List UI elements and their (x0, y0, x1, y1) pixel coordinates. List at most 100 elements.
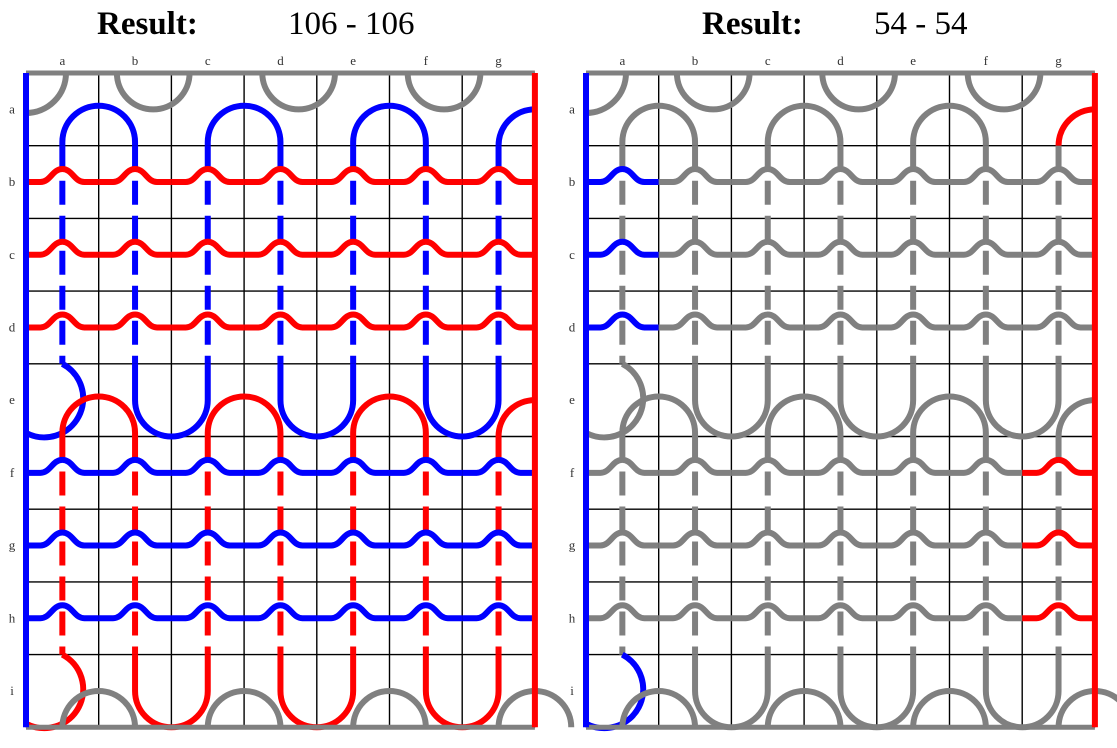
top-edge-arc (259, 72, 338, 113)
top-edge-arc (113, 72, 193, 113)
wave-segment-upper (462, 166, 535, 186)
wave-segment-upper (731, 166, 805, 186)
wave-segment-upper (949, 311, 1023, 331)
lower-arch (764, 393, 844, 437)
wave-segment-upper (804, 238, 877, 258)
column-label: d (277, 53, 284, 68)
bottom-edge-arc (619, 688, 699, 728)
arc-e-right (495, 397, 536, 437)
wave-segment-lower (98, 602, 172, 622)
wave-segment-lower (98, 456, 172, 476)
wave-segment-upper (389, 166, 463, 186)
row-label: f (10, 465, 15, 480)
wave-segment-upper (658, 311, 732, 331)
column-label: g (495, 53, 502, 68)
row-label: d (569, 319, 576, 334)
wave-segment-lower (171, 602, 245, 622)
wave-segment-upper (171, 166, 245, 186)
upper-u-loop (132, 363, 211, 440)
wave-segment-upper (389, 238, 463, 258)
wave-segment-lower (171, 456, 245, 476)
wave-segment-upper (804, 311, 877, 331)
upper-u-loop (982, 363, 1062, 440)
wave-segment-lower (586, 456, 659, 476)
bottom-edge-arc (59, 688, 139, 728)
column-label: f (984, 53, 989, 68)
wave-segment-lower (586, 529, 659, 549)
wave-segment-upper (586, 311, 659, 331)
game-board-left[interactable]: a b c d e f g a b c d e f g h i (0, 46, 575, 746)
row-label: e (569, 392, 575, 407)
wave-segment-upper (171, 311, 245, 331)
wave-segment-lower (658, 529, 732, 549)
wave-segment-upper (316, 311, 390, 331)
upper-u-loop (277, 363, 357, 440)
wave-segment-upper (98, 238, 172, 258)
row-label: g (9, 538, 16, 553)
wave-segment-upper (658, 166, 732, 186)
wave-segment-lower (1022, 456, 1095, 476)
row-label: h (9, 610, 16, 625)
column-label: c (205, 53, 211, 68)
lower-arch (59, 393, 139, 437)
row-label: a (569, 101, 575, 116)
column-label: b (132, 53, 139, 68)
row-label: a (9, 101, 15, 116)
wave-segment-lower (949, 456, 1023, 476)
upper-arch (204, 102, 284, 146)
top-edge-arc (673, 72, 753, 113)
wave-segment-lower (98, 529, 172, 549)
score-left: 106 - 106 (288, 6, 415, 42)
wave-segment-lower (1022, 529, 1095, 549)
top-edge-arc (819, 72, 898, 113)
row-label: d (9, 319, 16, 334)
column-label: c (765, 53, 771, 68)
arc-a-right (1055, 106, 1096, 146)
wave-segment-upper (26, 238, 99, 258)
wave-segment-upper (876, 166, 950, 186)
wave-segment-lower (804, 602, 877, 622)
column-label: e (910, 53, 916, 68)
arc-e-right (1055, 397, 1096, 437)
lower-arch (204, 393, 284, 437)
result-label-right: Result: (702, 0, 803, 48)
corner-arc-top-left (25, 72, 69, 116)
wave-segment-upper (804, 166, 877, 186)
upper-arch (619, 102, 699, 146)
arc-e-left (584, 361, 647, 441)
board-content: a b c d e f g a b c d e f g h i (9, 53, 575, 732)
row-label: b (9, 174, 16, 189)
wave-segment-lower (731, 456, 805, 476)
wave-segment-upper (462, 311, 535, 331)
game-board-right[interactable]: a b c d e f g a b c d e f g h i (560, 46, 1117, 746)
wave-segment-upper (658, 238, 732, 258)
wave-segment-upper (244, 311, 317, 331)
row-label: f (570, 465, 575, 480)
wave-segment-upper (876, 311, 950, 331)
result-label-text: Result: (702, 6, 803, 42)
row-label: i (10, 683, 14, 698)
lower-arch (910, 393, 989, 437)
upper-u-loop (692, 363, 771, 440)
score-right: 54 - 54 (874, 6, 968, 42)
upper-arch (59, 102, 139, 146)
wave-segment-lower (26, 602, 99, 622)
upper-arch (910, 102, 989, 146)
row-label: c (9, 247, 15, 262)
wave-segment-lower (462, 456, 535, 476)
result-label-left: Result: (97, 0, 198, 48)
row-label: i (570, 683, 574, 698)
column-label: b (692, 53, 699, 68)
wave-segment-upper (26, 166, 99, 186)
board-content: a b c d e f g a b c d e f g h i (569, 53, 1117, 732)
wave-segment-lower (658, 602, 732, 622)
wave-segment-upper (389, 311, 463, 331)
wave-segment-lower (731, 602, 805, 622)
row-label: e (9, 392, 15, 407)
wave-segment-lower (731, 529, 805, 549)
wave-segment-upper (244, 166, 317, 186)
wave-segment-lower (316, 602, 390, 622)
wave-segment-lower (244, 456, 317, 476)
wave-segment-lower (316, 529, 390, 549)
wave-segment-lower (171, 529, 245, 549)
